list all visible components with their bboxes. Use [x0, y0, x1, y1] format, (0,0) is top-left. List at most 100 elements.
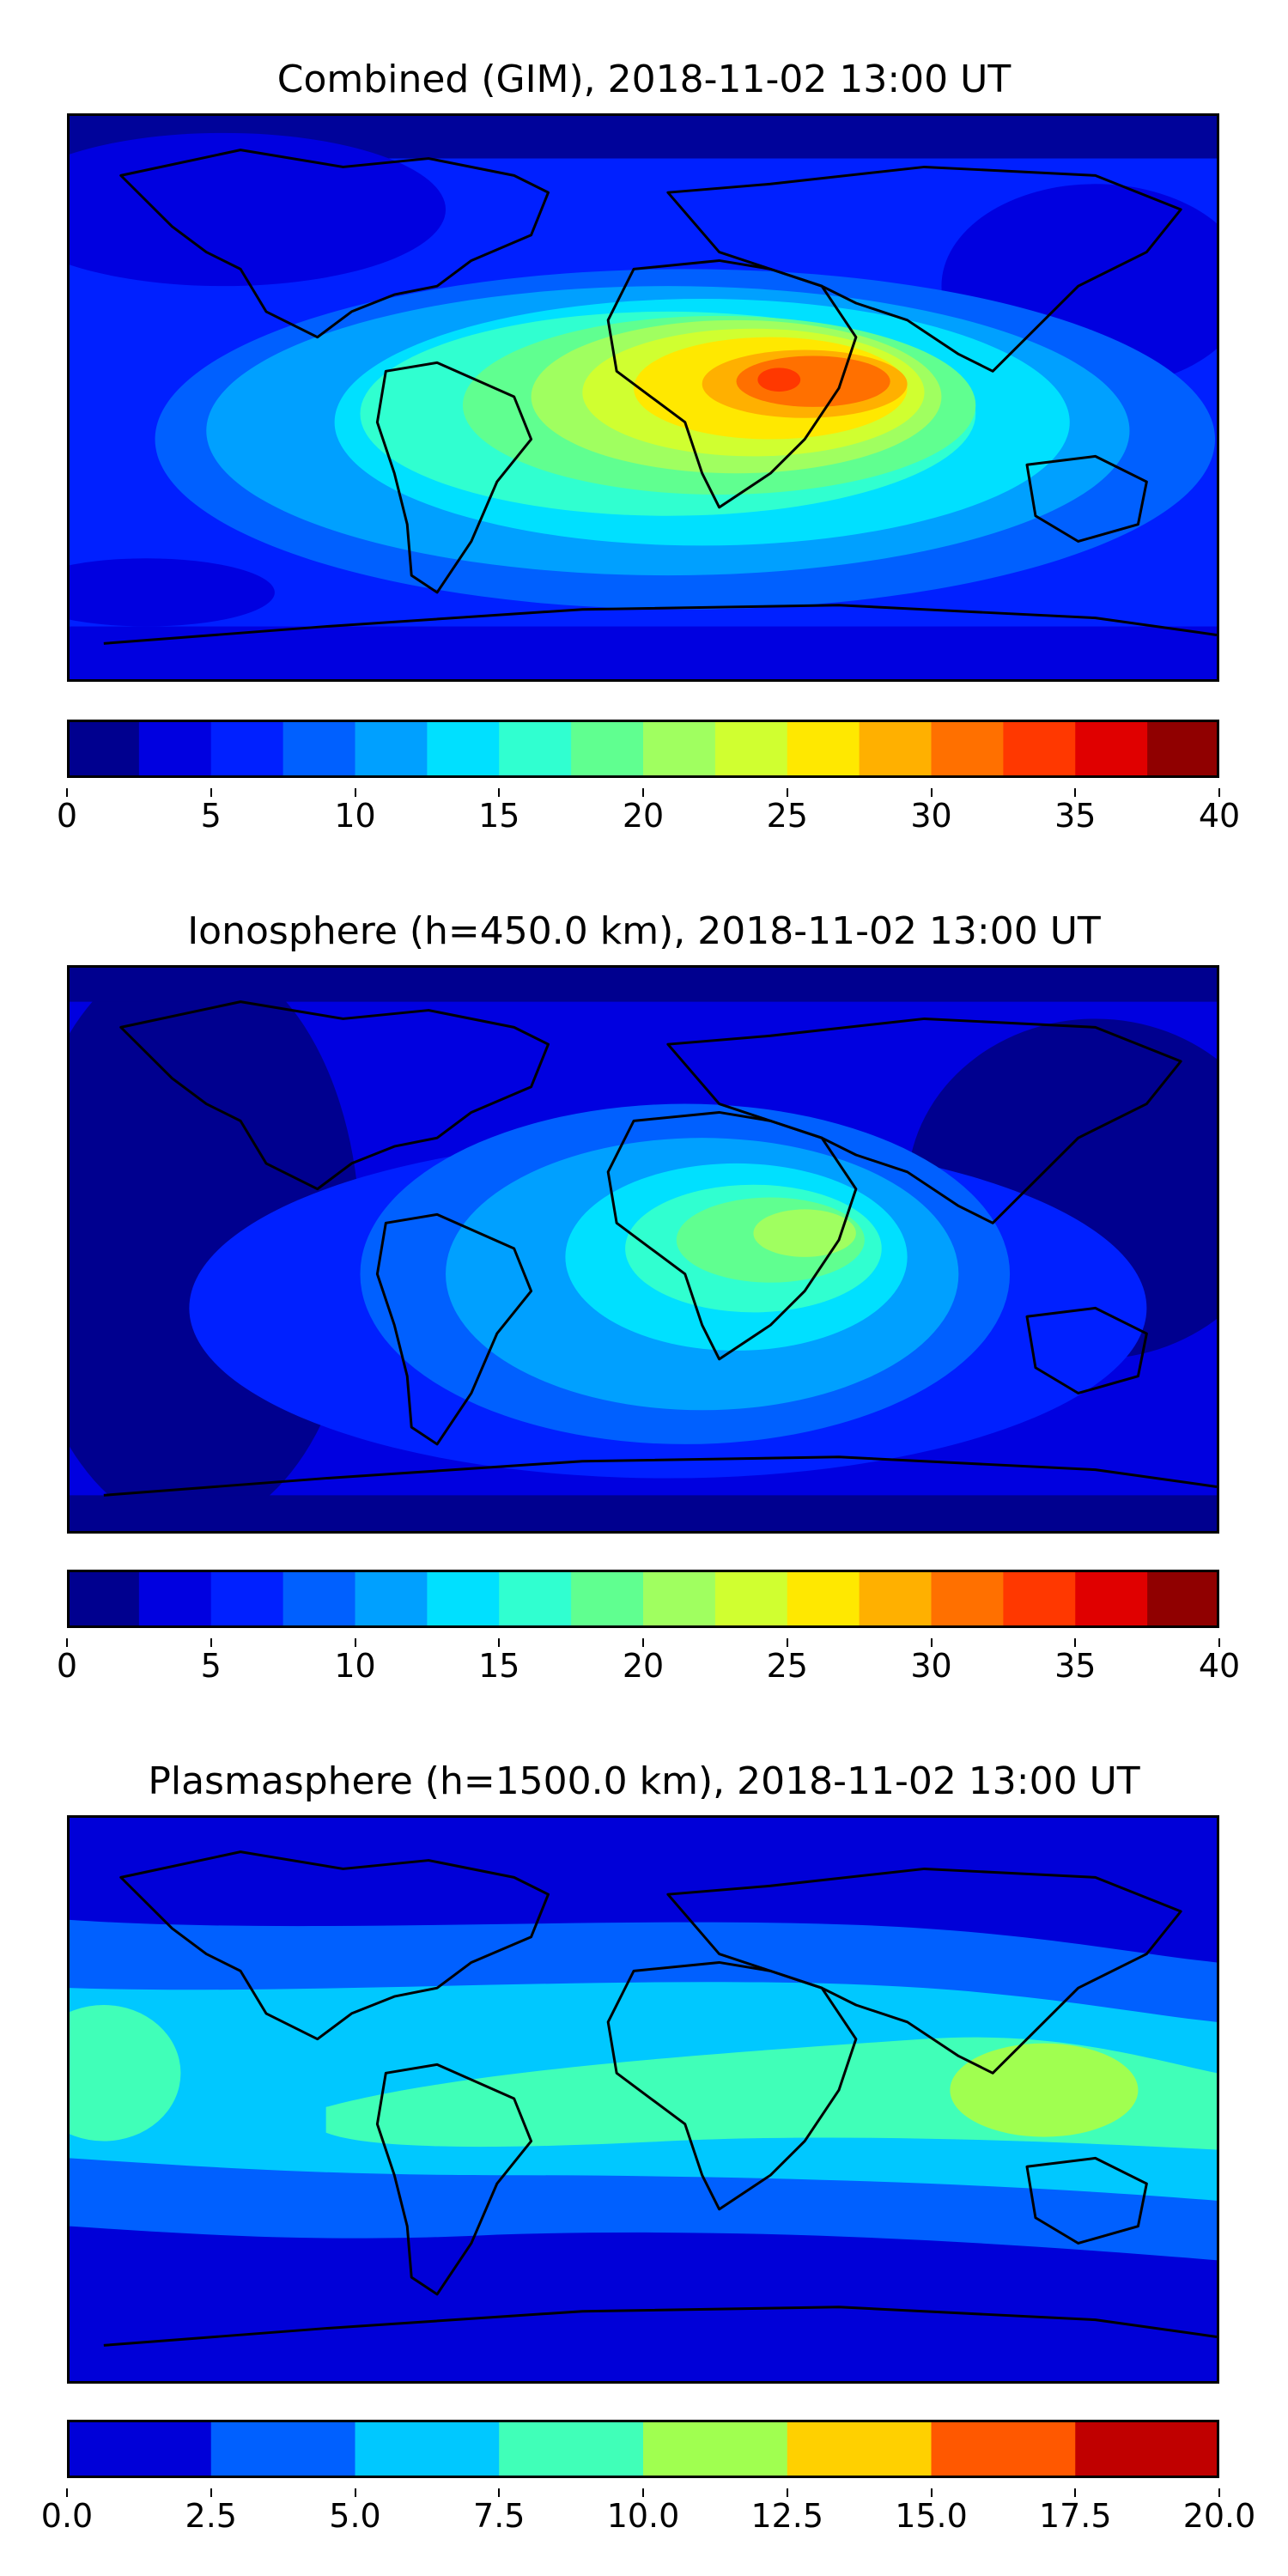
contour-region: [70, 2005, 181, 2142]
contour-region: [753, 1209, 856, 1257]
colorbar-segment: [1075, 2420, 1219, 2478]
tick-label: 30: [910, 797, 952, 835]
tick-label: 35: [1054, 1647, 1097, 1685]
tick-mark: [1218, 1638, 1220, 1647]
colorbar-segment: [714, 720, 788, 778]
colorbar-segment: [210, 2420, 355, 2478]
tick-mark: [210, 1638, 212, 1647]
tick-label: 20: [622, 797, 665, 835]
tick-label: 5.0: [329, 2497, 381, 2535]
colorbar-segment: [210, 720, 284, 778]
tick-mark: [354, 788, 356, 797]
tick-mark: [930, 1638, 933, 1647]
tick-mark: [930, 788, 933, 797]
tick-mark: [498, 788, 501, 797]
tick-label: 10: [334, 797, 376, 835]
colorbar-segment: [643, 720, 716, 778]
tick-mark: [498, 2488, 501, 2497]
colorbar-segment: [499, 1570, 572, 1628]
colorbar-segment: [67, 1570, 140, 1628]
tick-label: 15: [478, 797, 520, 835]
contour-region: [70, 558, 275, 627]
colorbar-ticks: 0.0 2.5 5.0 7.5 10.0 12.5 15.0 17.5 20.0: [41, 2488, 1255, 2540]
band-south: [70, 626, 1217, 679]
coastlines: [103, 1850, 1217, 2347]
tick-label: 40: [1198, 797, 1241, 835]
chart-title: Combined (GIM), 2018-11-02 13:00 UT: [276, 58, 1012, 101]
tick-label: 2.5: [185, 2497, 237, 2535]
colorbar-plasmasphere: [67, 2420, 1219, 2478]
colorbar-segment: [931, 720, 1004, 778]
colorbar-segment: [138, 720, 212, 778]
tick-label: 15: [478, 1647, 520, 1685]
colorbar-segment: [1075, 1570, 1148, 1628]
contour-region: [757, 368, 801, 392]
colorbar-ionosphere: [67, 1570, 1219, 1628]
tick-label: 10: [334, 1647, 376, 1685]
colorbar-segment: [571, 1570, 644, 1628]
colorbar-segment: [67, 2420, 212, 2478]
colorbar-segment: [427, 720, 500, 778]
band-south: [70, 1495, 1217, 1531]
tick-label: 40: [1198, 1647, 1241, 1685]
heatmap-ionosphere: [67, 965, 1219, 1534]
tick-mark: [930, 2488, 933, 2497]
tick-mark: [1074, 1638, 1077, 1647]
tick-mark: [354, 2488, 356, 2497]
chart-title: Ionosphere (h=450.0 km), 2018-11-02 13:0…: [187, 909, 1101, 953]
tick-mark: [642, 2488, 644, 2497]
tick-mark: [66, 788, 68, 797]
coastlines: [103, 1000, 1217, 1497]
tick-label: 20.0: [1182, 2497, 1256, 2535]
tick-mark: [1218, 788, 1220, 797]
tick-label: 5: [200, 1647, 222, 1685]
colorbar-segment: [643, 2420, 788, 2478]
tick-mark: [210, 2488, 212, 2497]
tick-mark: [642, 788, 644, 797]
tick-label: 15.0: [895, 2497, 968, 2535]
tick-mark: [786, 788, 788, 797]
colorbar-border: [67, 720, 1219, 778]
tick-label: 0: [56, 1647, 78, 1685]
chart-title: Plasmasphere (h=1500.0 km), 2018-11-02 1…: [148, 1759, 1140, 1803]
tick-label: 10.0: [606, 2497, 680, 2535]
colorbar-segment: [355, 1570, 428, 1628]
colorbar-combined: [67, 720, 1219, 778]
colorbar-border: [67, 2420, 1219, 2478]
colorbar-segment: [1147, 720, 1219, 778]
tick-mark: [786, 2488, 788, 2497]
tick-label: 25: [766, 1647, 808, 1685]
colorbar-ticks: 0 5 10 15 20 25 30 35 40: [57, 788, 1240, 840]
colorbar-segment: [499, 720, 572, 778]
tick-mark: [354, 1638, 356, 1647]
colorbar-segment: [571, 720, 644, 778]
colorbar-segment: [1147, 1570, 1219, 1628]
tick-mark: [210, 788, 212, 797]
colorbar-segment: [427, 1570, 500, 1628]
tick-label: 20: [622, 1647, 665, 1685]
colorbar-segment: [138, 1570, 212, 1628]
tick-label: 5: [200, 797, 222, 835]
colorbar-border: [67, 1570, 1219, 1628]
colorbar-segment: [859, 1570, 932, 1628]
tick-label: 30: [910, 1647, 952, 1685]
tick-label: 35: [1054, 797, 1097, 835]
colorbar-segment: [714, 1570, 788, 1628]
colorbar-segment: [1003, 1570, 1076, 1628]
tick-mark: [1218, 2488, 1220, 2497]
colorbar-segment: [283, 1570, 355, 1628]
tick-mark: [1074, 788, 1077, 797]
coastlines: [103, 149, 1217, 645]
colorbar-segment: [355, 720, 428, 778]
tick-label: 25: [766, 797, 808, 835]
colorbar-ticks: 0 5 10 15 20 25 30 35 40: [57, 1638, 1240, 1690]
tick-mark: [498, 1638, 501, 1647]
heatmap-combined: [67, 113, 1219, 682]
colorbar-segment: [931, 1570, 1004, 1628]
contour-region: [950, 2043, 1139, 2137]
colorbar-segment: [1003, 720, 1076, 778]
tick-label: 0.0: [40, 2497, 94, 2535]
colorbar-segment: [787, 1570, 860, 1628]
colorbar-segment: [67, 720, 140, 778]
colorbar-segment: [787, 2420, 932, 2478]
